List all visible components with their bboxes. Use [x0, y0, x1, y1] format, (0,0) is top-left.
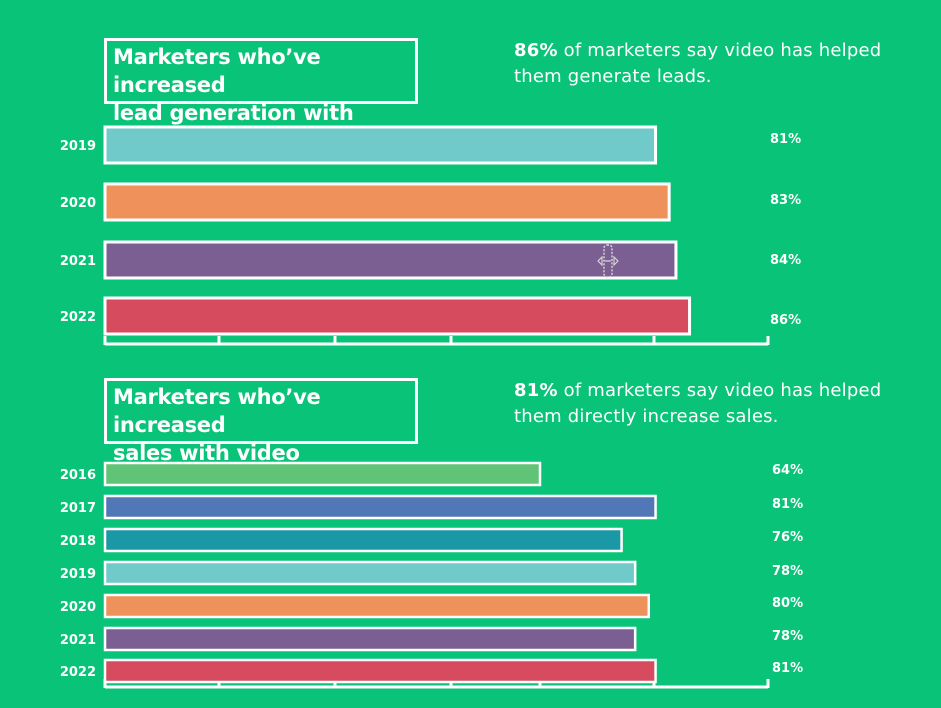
category-label-2019: 2019: [60, 139, 96, 154]
lead-stat-line1: of marketers say video has helped: [557, 40, 882, 61]
lead-stat-text: 86% of marketers say video has helped th…: [514, 38, 881, 90]
lead-stat-highlight: 86%: [514, 40, 558, 61]
sales-chart-title: Marketers who’ve increased sales with vi…: [104, 378, 418, 465]
chart-1: 2016 64% 2017 81% 2018 76% 2019 78% 2020 80% 2021 7…: [60, 461, 803, 689]
sales-stat-text: 81% of marketers say video has helped th…: [514, 378, 881, 430]
value-label-2020: 83%: [770, 193, 801, 208]
value-label-2021: 78%: [772, 629, 803, 644]
lead-stat-line2: them generate leads.: [514, 66, 712, 87]
value-label-2019: 78%: [772, 564, 803, 579]
bar-2021: [103, 626, 637, 652]
bar-2016: [103, 461, 542, 487]
sales-stat-line1: of marketers say video has helped: [557, 380, 882, 401]
bar-2022: [103, 658, 657, 684]
bar-2020: [103, 593, 651, 619]
bar-2020: [103, 182, 671, 222]
category-label-2020: 2020: [60, 600, 96, 615]
category-label-2018: 2018: [60, 534, 96, 549]
value-label-2017: 81%: [772, 497, 803, 512]
bar-2022: [103, 296, 692, 336]
category-label-2016: 2016: [60, 468, 96, 483]
category-label-2017: 2017: [60, 501, 96, 516]
category-label-2022: 2022: [60, 310, 96, 325]
lead-chart-title-line1: Marketers who’ve increased: [113, 45, 321, 97]
value-label-2016: 64%: [772, 463, 803, 478]
category-label-2019: 2019: [60, 567, 96, 582]
sales-chart-title-line2: sales with video: [113, 441, 300, 465]
bar-2018: [103, 527, 623, 553]
category-label-2022: 2022: [60, 665, 96, 680]
chart-0: 2019 81% 2020 83% 2021 84% 2022 86%: [60, 125, 801, 346]
bar-2019: [103, 125, 658, 165]
bar-2017: [103, 494, 657, 520]
value-label-2018: 76%: [772, 530, 803, 545]
value-label-2020: 80%: [772, 596, 803, 611]
category-label-2021: 2021: [60, 633, 96, 648]
value-label-2022: 81%: [772, 661, 803, 676]
sales-stat-line2: them directly increase sales.: [514, 406, 779, 427]
value-label-2021: 84%: [770, 253, 801, 268]
sales-stat-highlight: 81%: [514, 380, 558, 401]
value-label-2019: 81%: [770, 132, 801, 147]
value-label-2022: 86%: [770, 313, 801, 328]
resize-cursor-icon: [597, 244, 619, 278]
bar-2019: [103, 560, 637, 586]
sales-chart-title-line1: Marketers who’ve increased: [113, 385, 321, 437]
category-label-2020: 2020: [60, 196, 96, 211]
bar-2021: [103, 240, 678, 280]
category-label-2021: 2021: [60, 254, 96, 269]
